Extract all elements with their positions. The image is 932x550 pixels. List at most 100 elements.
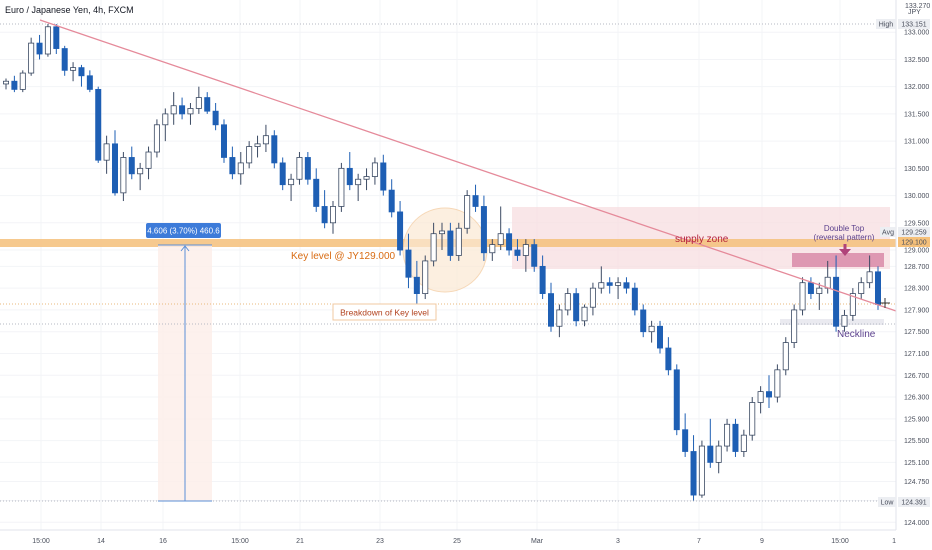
candle[interactable] bbox=[371, 157, 378, 185]
candle[interactable] bbox=[690, 435, 697, 501]
candle[interactable] bbox=[640, 304, 647, 338]
candle[interactable] bbox=[187, 103, 194, 125]
candle[interactable] bbox=[875, 266, 881, 310]
candle[interactable] bbox=[715, 440, 722, 474]
candle[interactable] bbox=[346, 152, 353, 191]
candle[interactable] bbox=[707, 418, 714, 468]
candle[interactable] bbox=[631, 282, 638, 316]
candle[interactable] bbox=[162, 108, 169, 142]
candle[interactable] bbox=[648, 320, 655, 343]
candle[interactable] bbox=[137, 162, 144, 191]
candle[interactable] bbox=[304, 152, 311, 185]
candle[interactable] bbox=[212, 103, 219, 131]
candle[interactable] bbox=[757, 386, 764, 414]
candle[interactable] bbox=[682, 413, 689, 457]
price-axis[interactable]: 133.000 132.500 132.000 131.500 131.000 130.5… bbox=[904, 30, 929, 527]
candle[interactable] bbox=[288, 173, 295, 202]
candle[interactable] bbox=[866, 255, 873, 289]
candle[interactable] bbox=[70, 62, 77, 82]
trendline[interactable] bbox=[39, 19, 897, 312]
candle[interactable] bbox=[153, 119, 160, 158]
candle[interactable] bbox=[841, 309, 848, 332]
candle[interactable] bbox=[3, 78, 9, 90]
candle[interactable] bbox=[581, 304, 588, 327]
candle[interactable] bbox=[657, 320, 663, 354]
candle[interactable] bbox=[95, 86, 102, 163]
candle[interactable] bbox=[313, 168, 320, 212]
candle[interactable] bbox=[221, 119, 227, 163]
candle[interactable] bbox=[673, 364, 680, 436]
candle[interactable] bbox=[355, 173, 362, 202]
candle[interactable] bbox=[86, 70, 93, 93]
candle[interactable] bbox=[858, 277, 865, 300]
candle[interactable] bbox=[388, 179, 395, 218]
candle[interactable] bbox=[321, 190, 328, 229]
candle[interactable] bbox=[413, 260, 420, 305]
candle[interactable] bbox=[170, 92, 177, 125]
candle[interactable] bbox=[791, 304, 798, 349]
candle[interactable] bbox=[816, 282, 823, 310]
candle[interactable] bbox=[606, 277, 613, 294]
candle[interactable] bbox=[598, 266, 605, 294]
candle[interactable] bbox=[740, 429, 747, 457]
candle[interactable] bbox=[480, 195, 487, 261]
candle[interactable] bbox=[36, 34, 43, 60]
candle[interactable] bbox=[472, 184, 479, 212]
candle[interactable] bbox=[330, 201, 336, 234]
candle[interactable] bbox=[531, 239, 538, 272]
candle[interactable] bbox=[397, 201, 404, 256]
candle[interactable] bbox=[849, 288, 856, 321]
candle[interactable] bbox=[749, 397, 756, 441]
candle[interactable] bbox=[229, 146, 236, 180]
candle[interactable] bbox=[405, 233, 412, 289]
candle[interactable] bbox=[11, 75, 18, 93]
candle[interactable] bbox=[782, 337, 789, 376]
candle[interactable] bbox=[724, 418, 731, 452]
candle[interactable] bbox=[53, 24, 60, 55]
candle[interactable] bbox=[237, 152, 244, 185]
candle[interactable] bbox=[522, 239, 529, 272]
candle[interactable] bbox=[78, 64, 85, 87]
candle[interactable] bbox=[615, 277, 622, 300]
candle[interactable] bbox=[254, 135, 261, 158]
candle[interactable] bbox=[103, 135, 110, 174]
candle[interactable] bbox=[665, 337, 672, 376]
candle[interactable] bbox=[145, 146, 152, 180]
candle[interactable] bbox=[564, 288, 571, 316]
candle[interactable] bbox=[732, 418, 739, 457]
candle[interactable] bbox=[447, 222, 454, 261]
candle[interactable] bbox=[338, 162, 345, 212]
candle[interactable] bbox=[506, 228, 513, 256]
candle[interactable] bbox=[279, 157, 286, 191]
candle[interactable] bbox=[19, 70, 26, 93]
candle[interactable] bbox=[589, 282, 596, 316]
candle[interactable] bbox=[195, 86, 202, 114]
candle[interactable] bbox=[514, 239, 521, 261]
candle[interactable] bbox=[548, 282, 554, 332]
candle[interactable] bbox=[120, 152, 127, 202]
candle[interactable] bbox=[439, 222, 445, 251]
candle[interactable] bbox=[539, 255, 546, 300]
candle[interactable] bbox=[380, 154, 387, 196]
candle[interactable] bbox=[573, 288, 580, 327]
candle[interactable] bbox=[28, 37, 35, 76]
candle[interactable] bbox=[61, 45, 68, 76]
candle[interactable] bbox=[623, 277, 630, 294]
candle[interactable] bbox=[489, 239, 496, 261]
candle[interactable] bbox=[363, 168, 370, 191]
candle[interactable] bbox=[430, 222, 437, 267]
candle[interactable] bbox=[833, 255, 840, 332]
candle[interactable] bbox=[262, 124, 269, 153]
candle[interactable] bbox=[204, 92, 211, 114]
candle[interactable] bbox=[464, 190, 471, 234]
candle[interactable] bbox=[179, 97, 186, 120]
candle[interactable] bbox=[799, 277, 806, 316]
time-axis[interactable]: 15:00 14 16 15:00 21 23 25 Mar 3 7 9 15:00 1 bbox=[32, 538, 896, 545]
candle[interactable] bbox=[422, 255, 429, 300]
candle[interactable] bbox=[556, 304, 563, 338]
candle[interactable] bbox=[128, 146, 135, 180]
candle[interactable] bbox=[271, 130, 278, 169]
candle[interactable] bbox=[455, 222, 462, 261]
candle[interactable] bbox=[766, 375, 772, 408]
